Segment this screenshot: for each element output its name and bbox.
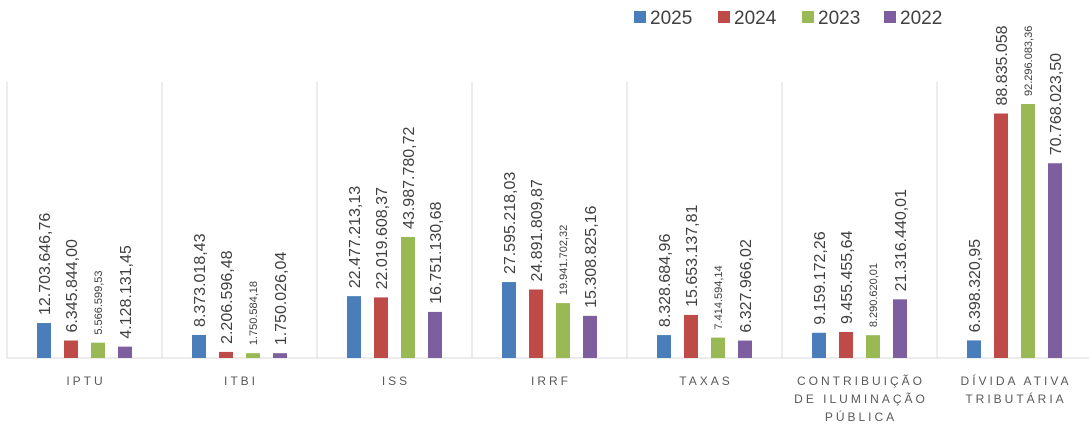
- x-tick-label: IPTU: [66, 374, 106, 388]
- value-label: 12.703.646,76: [37, 213, 54, 315]
- value-label: 8.373.018,43: [192, 233, 209, 327]
- x-tick-label: TAXAS: [679, 374, 733, 388]
- bar: [529, 289, 543, 358]
- bar: [192, 334, 206, 358]
- value-label: 70.768.023,50: [1048, 53, 1065, 155]
- bar: [1048, 163, 1062, 358]
- bar: [502, 282, 516, 358]
- bar: [64, 340, 78, 358]
- bar: [219, 351, 233, 358]
- value-label: 92.296.083,36: [1023, 26, 1035, 96]
- legend-label: 2024: [734, 8, 777, 29]
- bar: [91, 342, 105, 358]
- value-label: 9.455.455,64: [839, 230, 856, 324]
- value-label: 6.327.966,02: [738, 239, 755, 333]
- x-tick-label: DÍVIDA ATIVA TRIBUTÁRIA: [960, 374, 1072, 406]
- bar: [839, 331, 853, 358]
- value-label: 24.891.809,87: [529, 179, 546, 281]
- legend-label: 2022: [900, 8, 942, 29]
- bar: [583, 315, 597, 358]
- value-label: 1.750.026,04: [273, 252, 290, 346]
- value-label: 15.653.137,81: [684, 205, 701, 307]
- bar: [812, 332, 826, 358]
- bar: [118, 346, 132, 358]
- bar: [994, 113, 1008, 359]
- x-tick-label: CONTRIBUIÇÃO DE ILUMINAÇÃO PÚBLICA: [794, 374, 928, 424]
- value-label: 8.290.620,01: [868, 263, 880, 327]
- value-label: 15.308.825,16: [583, 205, 600, 307]
- legend-label: 2023: [818, 8, 860, 29]
- value-label: 22.019.608,37: [374, 187, 391, 289]
- value-label: 19.941.702,32: [558, 225, 570, 295]
- bar: [738, 340, 752, 358]
- value-label: 6.345.844,00: [64, 239, 81, 333]
- value-label: 27.595.218,03: [502, 172, 519, 274]
- bar: [273, 353, 287, 358]
- legend-swatch: [634, 11, 646, 23]
- value-label: 21.316.440,01: [893, 189, 910, 291]
- legend-swatch: [718, 11, 730, 23]
- legend-swatch: [802, 11, 814, 23]
- value-label: 5.566.599,53: [93, 270, 105, 334]
- bar: [246, 353, 260, 358]
- bar: [657, 335, 671, 358]
- value-label: 7.414.594,14: [713, 265, 725, 329]
- value-label: 2.206.596,48: [219, 250, 236, 344]
- value-label: 22.477.213,13: [347, 186, 364, 288]
- value-label: 16.751.130,68: [428, 201, 445, 303]
- bar: [347, 296, 361, 358]
- bar: [556, 303, 570, 358]
- value-label: 9.159.172,26: [812, 231, 829, 325]
- bar: [866, 335, 880, 358]
- bar: [374, 297, 388, 358]
- bar: [967, 340, 981, 358]
- legend-label: 2025: [650, 8, 692, 29]
- bar: [893, 299, 907, 358]
- bar: [684, 314, 698, 358]
- bar: [1021, 104, 1035, 358]
- bar: [401, 236, 415, 358]
- legend-swatch: [884, 11, 896, 23]
- value-label: 8.328.684,96: [657, 234, 674, 328]
- bar: [428, 311, 442, 358]
- value-label: 4.128.131,45: [118, 245, 135, 339]
- x-tick-label: IRRF: [531, 374, 571, 388]
- value-label: 43.987.780,72: [401, 127, 418, 229]
- value-label: 1.750.584,18: [248, 281, 260, 345]
- x-tick-label: ISS: [381, 374, 411, 388]
- bar: [37, 323, 51, 358]
- x-tick-label: ITBI: [223, 374, 258, 388]
- value-label: 88.835.058: [994, 25, 1011, 105]
- bar: [711, 337, 725, 358]
- value-label: 6.398.320,95: [967, 239, 984, 333]
